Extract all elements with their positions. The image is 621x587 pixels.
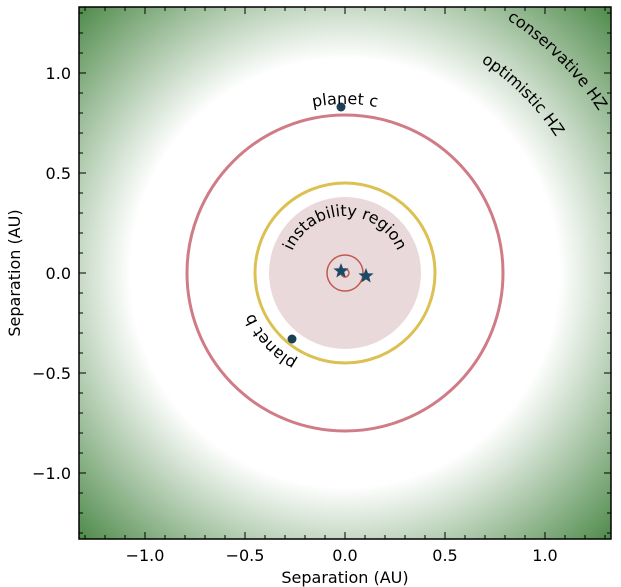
y-axis-title: Separation (AU)	[5, 209, 24, 336]
y-tick-label: −0.5	[32, 364, 71, 383]
star-marker	[358, 268, 374, 283]
y-tick-label: 0.5	[46, 164, 71, 183]
x-tick-label: −0.5	[226, 546, 265, 565]
stars-layer	[333, 263, 374, 283]
y-tick-labels: −1.0 −0.5 0.0 0.5 1.0	[32, 64, 71, 483]
x-tick-label: 0.0	[332, 546, 357, 565]
x-tick-label: 0.5	[432, 546, 457, 565]
x-tick-label: 1.0	[532, 546, 557, 565]
planet-c-marker	[336, 102, 346, 112]
planets-layer	[287, 102, 346, 344]
x-axis-title: Separation (AU)	[281, 568, 408, 587]
plot-area: conservative HZ optimistic HZ instabilit…	[79, 7, 611, 539]
y-tick-label: 1.0	[46, 64, 71, 83]
x-tick-labels: −1.0 −0.5 0.0 0.5 1.0	[126, 546, 558, 565]
binary-orbit-outer	[326, 254, 364, 292]
star-marker	[333, 263, 349, 278]
y-tick-label: 0.0	[46, 264, 71, 283]
planet-b-orbit	[253, 181, 437, 365]
y-tick-label: −1.0	[32, 464, 71, 483]
planet-b-marker	[287, 334, 297, 344]
planet-c-orbit	[185, 113, 505, 433]
planet-c-label: planet c	[310, 89, 379, 111]
x-tick-label: −1.0	[126, 546, 165, 565]
instability-region	[269, 197, 421, 349]
ticks-layer	[79, 7, 611, 539]
